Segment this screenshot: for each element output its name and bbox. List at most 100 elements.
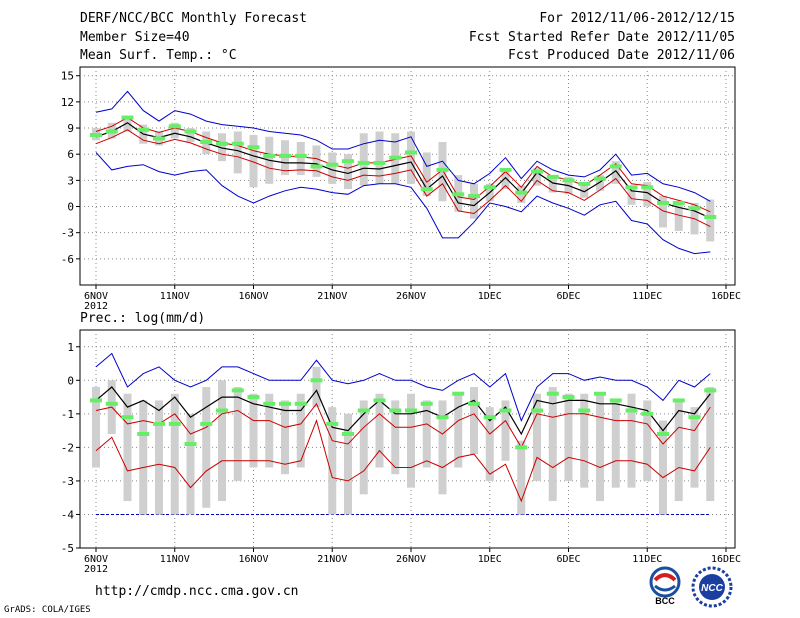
temp-xtick-label: 1DEC (478, 291, 502, 302)
precip-range-box (218, 380, 226, 502)
precip-range-box (643, 400, 652, 481)
temp-median-marker (531, 169, 543, 174)
temp-median-marker (247, 145, 260, 150)
precip-median-marker (546, 391, 559, 396)
temp-median-marker (121, 115, 134, 120)
temp-range-box (344, 154, 352, 190)
temp-range-box (312, 145, 321, 177)
temp-median-marker (279, 153, 291, 158)
temp-range-box (674, 203, 683, 231)
temp-median-marker (357, 160, 370, 165)
precip-series-upper-spread (95, 402, 711, 449)
temp-median-marker (326, 162, 339, 167)
forecast-period: For 2012/11/06-2012/12/15 (539, 11, 735, 26)
temp-median-marker (137, 127, 150, 132)
precip-range-box (706, 387, 715, 502)
precip-median-marker (594, 391, 606, 396)
precip-ytick-label: -3 (61, 475, 74, 488)
ncc-logo: NCC (691, 566, 733, 608)
forecast-produced-date: Fcst Produced Date 2012/11/06 (508, 48, 735, 63)
temp-plot-frame (79, 66, 736, 286)
precip-median-marker (310, 378, 323, 383)
temp-median-marker (90, 133, 102, 138)
temp-range-box (501, 169, 510, 190)
precip-ytick-label: -2 (61, 441, 74, 454)
temp-xtick-label: 26NOV (396, 291, 426, 302)
temp-median-marker (468, 194, 480, 199)
temp-median-marker (105, 129, 118, 134)
precip-series-maximum (95, 352, 711, 422)
temp-ytick-label: -6 (61, 253, 74, 266)
temp-range-box (186, 128, 195, 142)
temp-median-marker (216, 141, 228, 146)
precip-median-marker (357, 408, 370, 413)
precip-median-marker (279, 401, 291, 406)
precip-range-box (344, 413, 352, 515)
precip-median-marker (688, 415, 701, 420)
precip-median-marker (200, 421, 213, 426)
precip-range-box (92, 387, 100, 468)
precip-range-box (155, 400, 163, 515)
precip-range-box (139, 400, 148, 515)
precip-median-marker (562, 395, 575, 400)
precip-range-box (265, 393, 274, 468)
temp-range-box (249, 135, 258, 188)
precip-median-marker (436, 415, 449, 420)
precip-median-marker (609, 398, 622, 403)
precip-range-box (312, 366, 321, 408)
temp-median-marker (562, 178, 575, 183)
precip-range-box (548, 387, 557, 502)
precip-median-marker (326, 421, 339, 426)
temp-median-marker (452, 192, 465, 197)
precip-series-ensemble-mean (95, 386, 711, 436)
precip-range-box (485, 407, 494, 481)
temp-ytick-label: 15 (61, 70, 74, 83)
precip-xtick-label: 1DEC (478, 554, 502, 565)
temp-range-box (328, 152, 337, 184)
precip-median-marker (153, 421, 165, 426)
precip-range-box (454, 393, 463, 468)
temp-series-minimum (95, 152, 711, 255)
temp-median-marker (405, 150, 417, 155)
precip-range-box (596, 393, 604, 502)
temp-series-upper-spread (95, 117, 711, 213)
precip-median-marker (499, 408, 512, 413)
temp-range-box (533, 168, 541, 186)
precip-ytick-label: 1 (67, 341, 74, 354)
temp-range-box (470, 183, 478, 219)
temp-range-box (422, 152, 431, 197)
temp-median-marker (294, 153, 307, 158)
temp-median-marker (342, 159, 354, 164)
precip-median-marker (578, 408, 591, 413)
temp-median-marker (688, 206, 701, 211)
source-url[interactable]: http://cmdp.ncc.cma.gov.cn (95, 584, 299, 599)
temp-xtick-label: 16DEC (711, 291, 741, 302)
bcc-logo: BCC (649, 566, 681, 606)
precip-xtick-label: 21NOV (317, 554, 347, 565)
precip-median-marker (373, 398, 386, 403)
temp-xtick-label: 6NOV (84, 291, 108, 302)
temp-range-box (170, 122, 179, 139)
temp-ytick-label: 6 (67, 148, 74, 161)
temp-median-marker (231, 141, 244, 146)
forecast-started-date: Fcst Started Refer Date 2012/11/05 (468, 30, 735, 45)
precip-median-marker (168, 421, 181, 426)
precip-range-box (296, 393, 305, 468)
precip-median-marker (531, 408, 543, 413)
precip-median-marker (216, 408, 228, 413)
precip-range-box (611, 400, 620, 488)
precip-range-box (517, 440, 526, 515)
precip-range-box (186, 413, 195, 515)
precip-xtick-label: 16NOV (238, 554, 268, 565)
precip-range-box (359, 400, 368, 495)
precip-range-box (281, 400, 289, 475)
precip-range-box (202, 387, 211, 508)
temp-range-box (596, 175, 604, 191)
temp-range-box (359, 133, 368, 186)
precip-range-box (391, 400, 400, 475)
precip-median-marker (389, 408, 402, 413)
member-size: Member Size=40 (80, 30, 190, 45)
temp-median-marker (420, 187, 433, 192)
precip-range-box (580, 393, 589, 488)
precip-median-marker (420, 401, 433, 406)
